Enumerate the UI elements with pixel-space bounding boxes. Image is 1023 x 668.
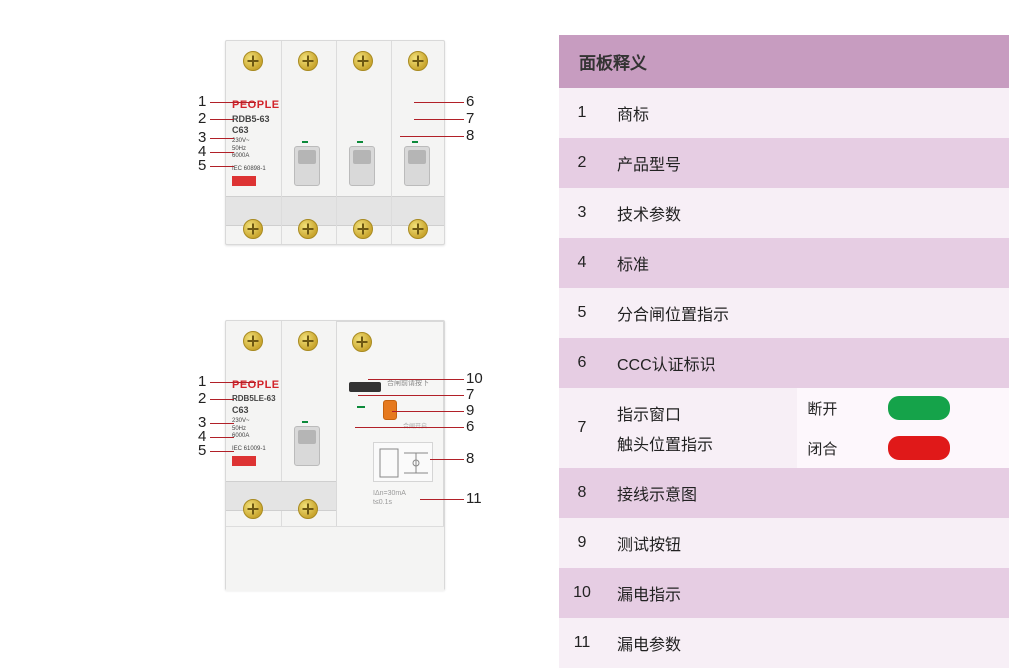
breaker-bottom: PEOPLE RDB5LE-63 C63 230V~ 50Hz 6000A IE…: [225, 320, 445, 590]
state-close-chip: [888, 436, 950, 460]
legend-row: 6CCC认证标识: [559, 338, 1009, 388]
callout-num: 6: [466, 93, 474, 110]
legend-row: 3技术参数: [559, 188, 1009, 238]
rc-params-label: IΔn=30mA t≤0.1s: [373, 490, 406, 508]
state-close-label: 闭合: [797, 428, 877, 468]
legend-row: 5分合闸位置指示: [559, 288, 1009, 338]
screw-icon: [298, 499, 318, 519]
screw-icon: [353, 219, 373, 239]
toggle-switch: [294, 426, 320, 466]
legend-row: 8接线示意图: [559, 468, 1009, 518]
legend-row: 11漏电参数: [559, 618, 1009, 668]
callout-num: 1: [198, 373, 206, 390]
wiring-diagram-icon: [373, 442, 433, 482]
screw-icon: [243, 499, 263, 519]
state-open-chip: [888, 396, 950, 420]
callout-num: 2: [198, 110, 206, 127]
legend-row: 10漏电指示: [559, 568, 1009, 618]
leak-indicator-window: [349, 382, 381, 392]
screw-icon: [408, 219, 428, 239]
standard-label: IEC 60898-1: [232, 166, 266, 174]
screw-icon: [352, 332, 372, 352]
state-open-label: 断开: [797, 388, 877, 428]
standard-label: IEC 61009-1: [232, 446, 266, 454]
callout-num: 8: [466, 450, 474, 467]
callout-num: 8: [466, 127, 474, 144]
model-label: RDB5LE-63: [232, 394, 276, 404]
callout-num: 7: [466, 110, 474, 127]
callout-num: 10: [466, 370, 483, 387]
rating-label: C63: [232, 125, 249, 136]
note-top: 合闸前请按下: [387, 380, 429, 389]
legend-row: 2产品型号: [559, 138, 1009, 188]
toggle-switch: [404, 146, 430, 186]
legend-row: 4标准: [559, 238, 1009, 288]
toggle-switch: [294, 146, 320, 186]
legend-table: 面板释义 1商标 2产品型号 3技术参数 4标准 5分合闸位置指示 6CCC认证…: [559, 35, 1009, 668]
rating-label: C63: [232, 405, 249, 416]
legend-row: 9测试按钮: [559, 518, 1009, 568]
callout-num: 5: [198, 442, 206, 459]
screw-icon: [353, 51, 373, 71]
screw-icon: [298, 51, 318, 71]
legend-label: 指示窗口: [617, 407, 681, 424]
callout-num: 1: [198, 93, 206, 110]
model-label: RDB5-63: [232, 114, 270, 125]
callout-num: 11: [466, 490, 482, 507]
callout-num: 6: [466, 418, 474, 435]
specs-label: 230V~ 50Hz 6000A: [232, 138, 250, 161]
screw-icon: [243, 331, 263, 351]
legend-row-states: 7 指示窗口 触头位置指示 断开: [559, 388, 1009, 428]
callout-num: 7: [466, 386, 474, 403]
screw-icon: [243, 219, 263, 239]
test-button: [383, 400, 397, 420]
screw-icon: [298, 331, 318, 351]
screw-icon: [243, 51, 263, 71]
callout-num: 2: [198, 390, 206, 407]
breaker-top: PEOPLE RDB5-63 C63 230V~ 50Hz 6000A IEC …: [225, 40, 445, 245]
toggle-switch: [349, 146, 375, 186]
callout-num: 5: [198, 157, 206, 174]
brand-label: PEOPLE: [232, 379, 280, 391]
legend-label2: 触头位置指示: [617, 431, 785, 455]
diagram-stage: 面板释义 1商标 2产品型号 3技术参数 4标准 5分合闸位置指示 6CCC认证…: [0, 0, 1023, 666]
callout-num: 9: [466, 402, 474, 419]
screw-icon: [408, 51, 428, 71]
legend-title: 面板释义: [559, 35, 1009, 88]
screw-icon: [298, 219, 318, 239]
legend-row: 1商标: [559, 88, 1009, 138]
specs-label: 230V~ 50Hz 6000A: [232, 418, 250, 441]
brand-label: PEOPLE: [232, 99, 280, 111]
